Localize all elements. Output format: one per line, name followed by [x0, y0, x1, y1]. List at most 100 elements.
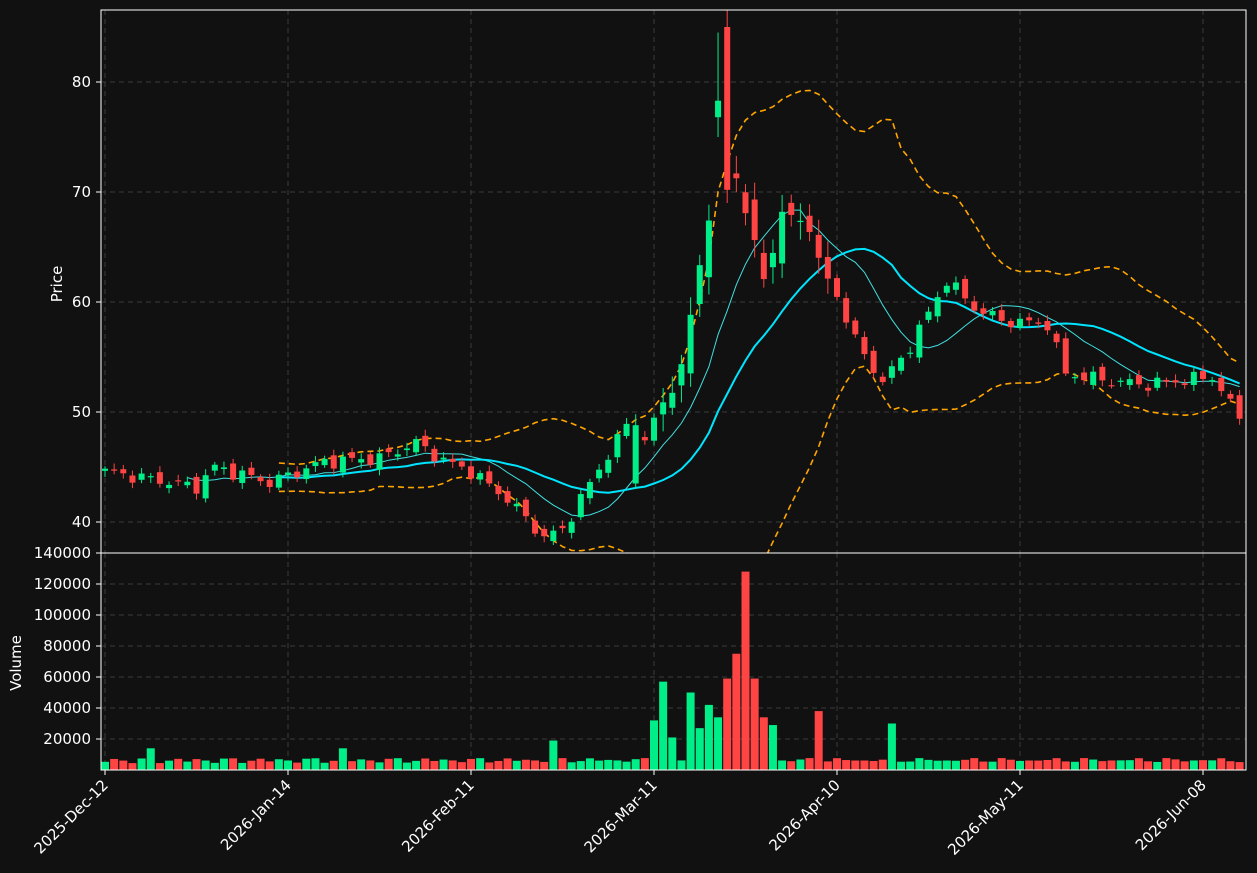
band-lines — [278, 89, 1240, 553]
volume-bar — [1052, 758, 1061, 770]
candle-body — [321, 458, 328, 466]
candle — [513, 497, 520, 512]
candle-body — [1218, 377, 1225, 392]
candle-body — [449, 458, 456, 462]
volume-bar — [467, 758, 475, 770]
candle — [266, 473, 273, 493]
candle-body — [477, 473, 484, 480]
candle — [934, 291, 941, 323]
price-tick-label: 70 — [72, 183, 91, 201]
volume-bar — [631, 759, 640, 770]
candle — [907, 346, 914, 359]
candle — [230, 458, 237, 483]
candle-body — [166, 484, 173, 489]
candle-body — [413, 439, 420, 453]
candle-body — [102, 468, 108, 471]
candle — [422, 429, 429, 452]
candle — [1090, 366, 1097, 390]
candle — [1017, 312, 1023, 331]
candle — [760, 239, 767, 288]
candle-body — [211, 464, 218, 471]
volume-bar — [1043, 759, 1052, 770]
volume-bar — [101, 761, 109, 770]
candle — [797, 203, 804, 240]
candle — [623, 417, 630, 439]
candle-body — [577, 494, 584, 518]
volume-bar — [375, 762, 384, 770]
price-tick-label: 40 — [72, 513, 91, 531]
candle-body — [934, 297, 941, 317]
volume-bar — [1144, 761, 1153, 770]
volume-bar — [1080, 758, 1089, 770]
candle — [605, 454, 612, 478]
candle-body — [852, 320, 859, 335]
candle-body — [532, 520, 539, 534]
candle — [742, 184, 749, 226]
volume-bar — [595, 760, 604, 770]
candle — [952, 276, 959, 295]
volume-bar — [540, 761, 549, 770]
candle-body — [303, 468, 310, 480]
volume-bar — [796, 759, 805, 770]
candle-body — [1172, 380, 1179, 383]
candle — [367, 451, 374, 468]
candle-body — [220, 467, 227, 469]
candle-body — [385, 448, 392, 453]
volume-bar — [155, 763, 164, 770]
candle — [660, 388, 667, 432]
candle — [275, 470, 282, 491]
candle — [1053, 330, 1060, 349]
volume-bar — [787, 761, 796, 770]
candle-body — [1090, 371, 1097, 385]
volume-bar — [174, 758, 183, 770]
volume-bar — [622, 761, 631, 770]
candle — [1190, 366, 1197, 392]
candle — [962, 275, 969, 305]
candle — [1108, 379, 1115, 389]
volume-bar — [293, 762, 302, 770]
volume-bar — [814, 711, 823, 770]
candle-body — [971, 301, 978, 311]
candle — [1081, 367, 1088, 385]
volume-bar — [942, 760, 951, 770]
candle-body — [522, 499, 529, 517]
candle — [815, 219, 822, 274]
candle-body — [339, 456, 346, 473]
candle-body — [715, 100, 722, 118]
candle — [257, 474, 264, 486]
volume-bar — [1226, 761, 1235, 770]
candle — [358, 453, 365, 469]
candle — [696, 254, 703, 317]
candle — [175, 474, 182, 487]
price-grid — [101, 10, 1246, 553]
short-moving-average-line — [187, 209, 1240, 517]
volume-bar — [988, 761, 997, 770]
price-tick-label: 50 — [72, 403, 91, 421]
candle-body — [1007, 320, 1014, 328]
volume-bar — [247, 760, 256, 770]
volume-bar — [833, 758, 841, 770]
candle-body — [651, 417, 657, 441]
candle-body — [788, 202, 795, 215]
candle — [824, 241, 831, 294]
candle — [111, 463, 118, 475]
volume-bar — [503, 758, 512, 770]
candle-body — [422, 435, 429, 447]
candle-body — [330, 455, 337, 469]
candle — [156, 466, 163, 488]
candle — [1062, 332, 1069, 376]
candle — [239, 465, 246, 489]
candle — [1236, 389, 1243, 425]
candle — [769, 239, 776, 284]
candle — [504, 486, 511, 507]
volume-bar — [1162, 758, 1171, 770]
volume-bar — [677, 760, 686, 770]
candle — [294, 466, 301, 482]
moving-average-lines — [187, 209, 1240, 517]
long-moving-average-line — [278, 247, 1240, 494]
candle — [632, 414, 639, 489]
candle-body — [312, 462, 319, 467]
volume-bar — [165, 760, 174, 770]
candle — [303, 464, 310, 484]
